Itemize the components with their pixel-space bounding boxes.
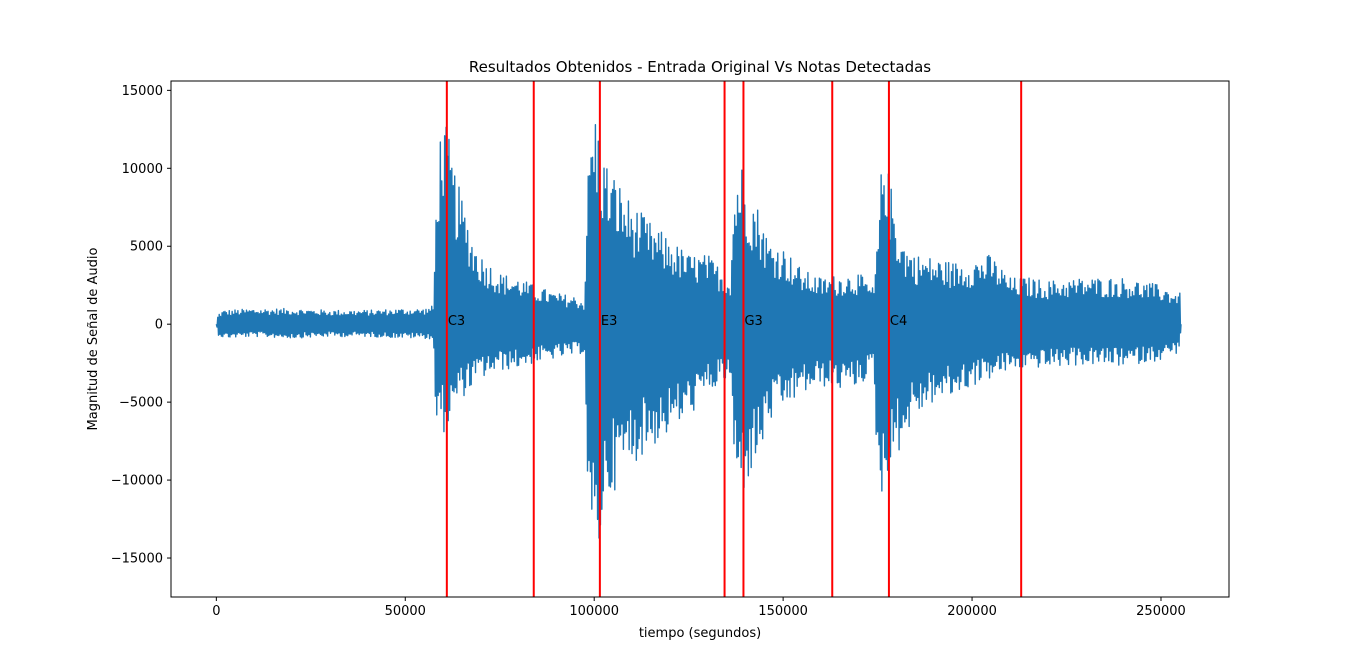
x-axis: 0 50000 100000 150000 200000 250000 bbox=[212, 597, 1186, 619]
note-label: C4 bbox=[890, 314, 907, 329]
x-tick-label: 0 bbox=[212, 604, 220, 619]
y-tick-label: 5000 bbox=[130, 240, 163, 255]
y-axis-label: Magnitud de Señal de Audio bbox=[86, 247, 101, 430]
chart-title: Resultados Obtenidos - Entrada Original … bbox=[469, 58, 931, 76]
x-tick-label: 250000 bbox=[1136, 604, 1186, 619]
y-tick-label: 0 bbox=[155, 318, 163, 333]
y-tick-label: −15000 bbox=[111, 552, 163, 567]
y-tick-label: 15000 bbox=[122, 84, 163, 99]
note-label: E3 bbox=[601, 314, 618, 329]
x-tick-label: 150000 bbox=[758, 604, 808, 619]
y-axis: −15000 −10000 −5000 0 5000 10000 15000 bbox=[111, 84, 171, 567]
note-annotations: C3 E3 G3 C4 bbox=[448, 314, 907, 329]
note-label: C3 bbox=[448, 314, 465, 329]
y-tick-label: −5000 bbox=[119, 396, 163, 411]
y-tick-label: −10000 bbox=[111, 474, 163, 489]
x-axis-label: tiempo (segundos) bbox=[639, 626, 761, 641]
y-tick-label: 10000 bbox=[122, 162, 163, 177]
x-tick-label: 50000 bbox=[385, 604, 426, 619]
x-tick-label: 100000 bbox=[569, 604, 619, 619]
x-tick-label: 200000 bbox=[947, 604, 997, 619]
plot-frame bbox=[170, 80, 1230, 598]
signal-series-line bbox=[215, 124, 1182, 539]
plot-area bbox=[215, 81, 1182, 597]
note-label: G3 bbox=[744, 314, 762, 329]
